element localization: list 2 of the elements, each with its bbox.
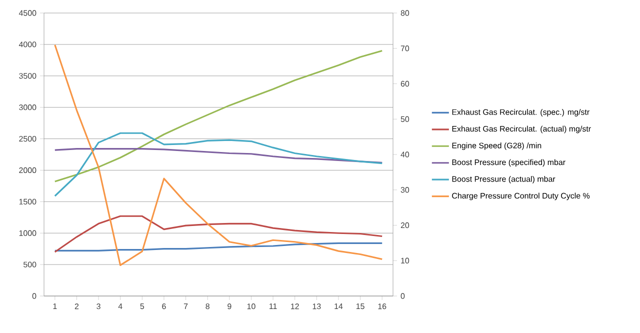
line-series — [54, 215, 383, 253]
line-series — [54, 44, 383, 266]
